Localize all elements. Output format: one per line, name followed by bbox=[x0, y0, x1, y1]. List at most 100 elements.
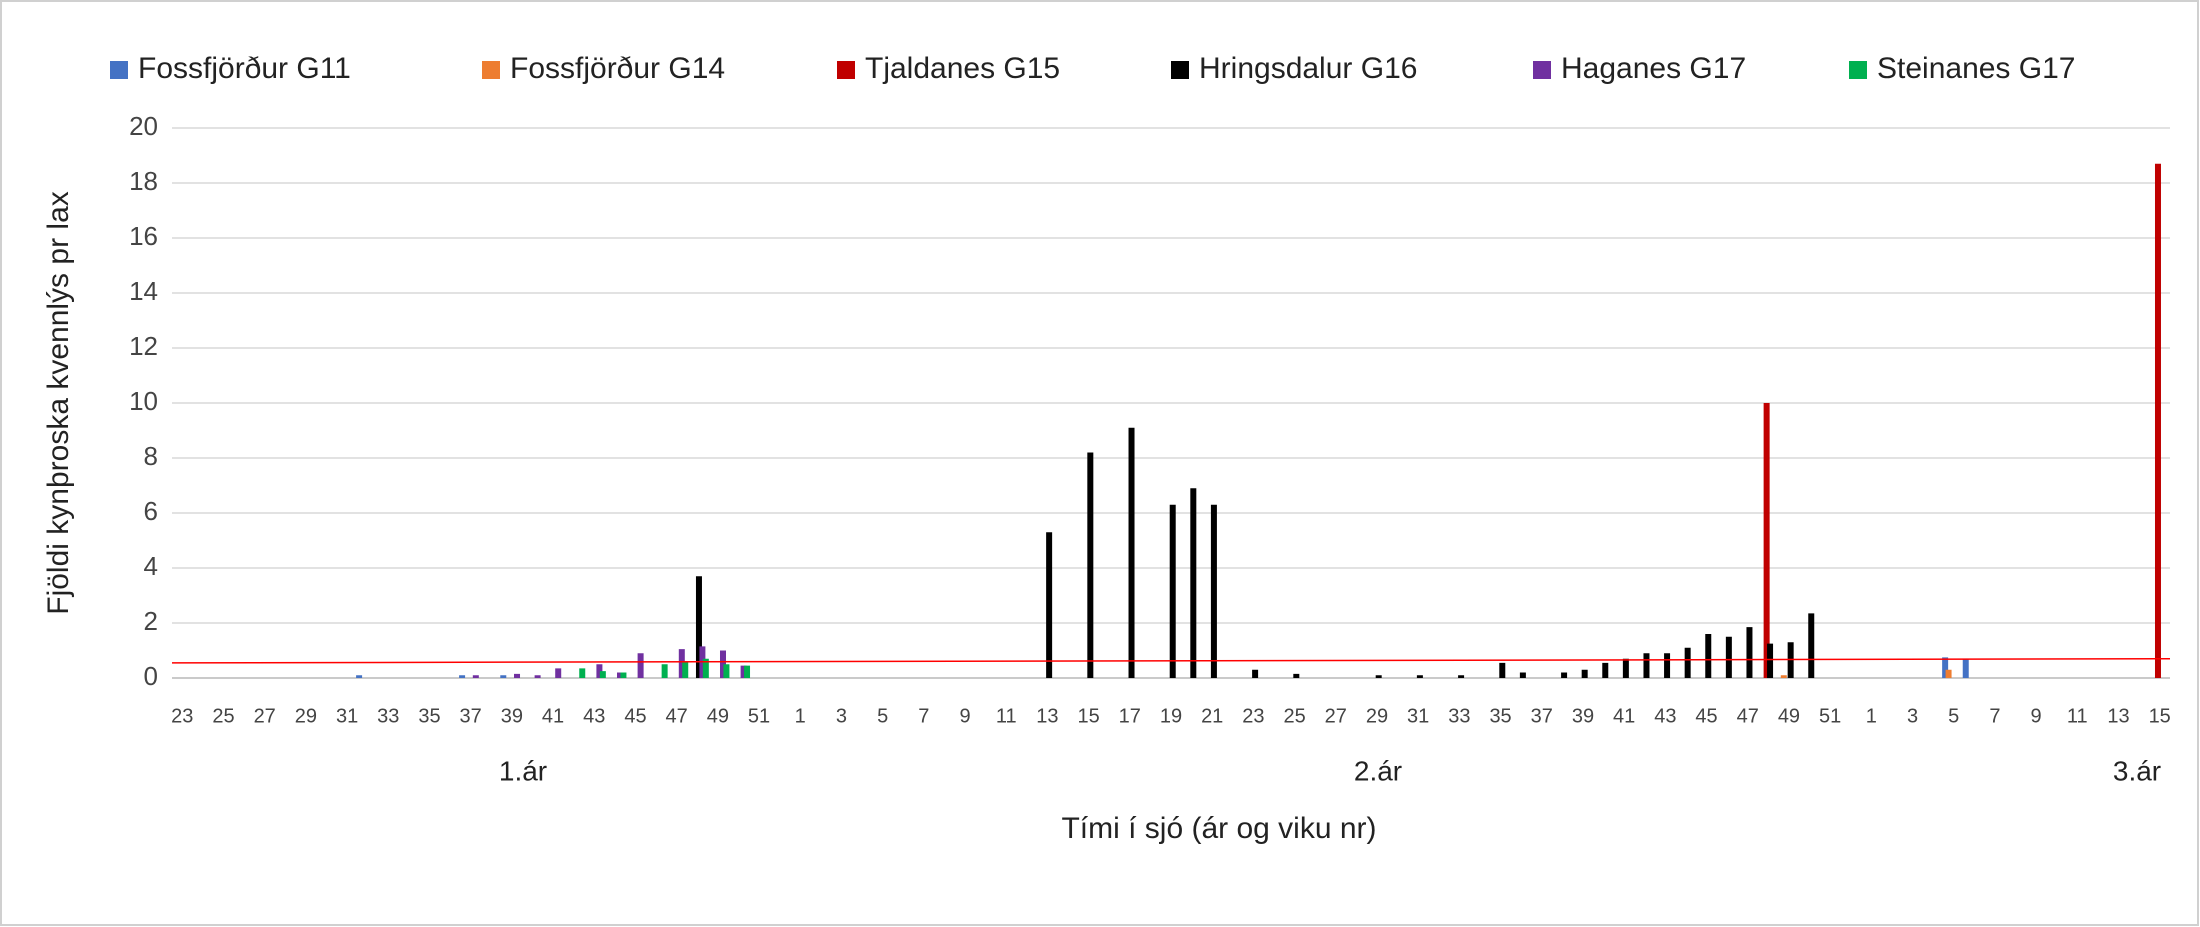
y-axis-title: Fjöldi kynþroska kvennlýs pr lax bbox=[42, 191, 75, 615]
bar bbox=[1664, 653, 1671, 678]
bar bbox=[356, 675, 363, 678]
group-label: 3.ár bbox=[2113, 755, 2161, 786]
bar bbox=[2154, 163, 2161, 678]
x-tick-label: 45 bbox=[1695, 705, 1717, 727]
x-tick-label: 25 bbox=[212, 705, 234, 727]
bar bbox=[579, 668, 586, 678]
trend-line bbox=[171, 658, 2171, 664]
bar bbox=[1190, 488, 1197, 678]
bar bbox=[1046, 532, 1053, 678]
y-tick-label: 8 bbox=[144, 441, 158, 471]
y-tick-label: 14 bbox=[129, 276, 158, 306]
x-tick-label: 43 bbox=[583, 705, 605, 727]
legend-label: Haganes G17 bbox=[1561, 52, 1746, 85]
bar bbox=[695, 576, 702, 678]
x-tick-label: 31 bbox=[336, 705, 358, 727]
bar bbox=[514, 673, 521, 678]
x-tick-label: 17 bbox=[1119, 705, 1141, 727]
x-tick-label: 51 bbox=[748, 705, 770, 727]
x-tick-label: 45 bbox=[624, 705, 646, 727]
bar bbox=[1252, 669, 1259, 678]
x-tick-label: 3 bbox=[1907, 705, 1918, 727]
x-tick-label: 27 bbox=[254, 705, 276, 727]
x-tick-label: 5 bbox=[1948, 705, 1959, 727]
bar bbox=[555, 668, 562, 678]
bar bbox=[617, 672, 624, 678]
legend-swatch bbox=[1171, 61, 1189, 79]
bar bbox=[500, 675, 507, 678]
x-tick-label: 3 bbox=[836, 705, 847, 727]
y-tick-label: 10 bbox=[129, 386, 158, 416]
y-tick-label: 6 bbox=[144, 496, 158, 526]
bar bbox=[596, 664, 603, 678]
bar bbox=[1705, 634, 1712, 678]
bar bbox=[1942, 657, 1949, 678]
x-tick-label: 47 bbox=[666, 705, 688, 727]
x-tick-label: 9 bbox=[2031, 705, 2042, 727]
bar bbox=[719, 650, 726, 678]
bar bbox=[1210, 504, 1217, 678]
x-tick-label: 35 bbox=[1489, 705, 1511, 727]
x-tick-label: 41 bbox=[542, 705, 564, 727]
x-tick-label: 7 bbox=[1989, 705, 2000, 727]
x-tick-label: 27 bbox=[1325, 705, 1347, 727]
x-tick-label: 23 bbox=[1242, 705, 1264, 727]
legend-label: Fossfjörður G11 bbox=[138, 52, 351, 85]
x-tick-label: 37 bbox=[460, 705, 482, 727]
x-tick-label: 29 bbox=[295, 705, 317, 727]
legend-label: Hringsdalur G16 bbox=[1199, 52, 1417, 85]
bar bbox=[1746, 627, 1753, 678]
bar bbox=[1602, 662, 1609, 678]
bar bbox=[534, 675, 541, 678]
bar bbox=[1128, 427, 1135, 678]
x-axis-title: Tími í sjó (ár og viku nr) bbox=[1061, 812, 1376, 845]
x-tick-label: 39 bbox=[501, 705, 523, 727]
y-tick-label: 2 bbox=[144, 606, 158, 636]
bar bbox=[661, 664, 668, 678]
bar bbox=[678, 649, 685, 678]
x-tick-label: 21 bbox=[1201, 705, 1223, 727]
bar bbox=[1169, 504, 1176, 678]
bar bbox=[682, 661, 689, 678]
x-tick-label: 23 bbox=[171, 705, 193, 727]
bar bbox=[744, 665, 751, 678]
x-tick-label: 43 bbox=[1654, 705, 1676, 727]
y-tick-label: 12 bbox=[129, 331, 158, 361]
bar bbox=[1416, 675, 1423, 678]
bar bbox=[740, 665, 747, 678]
x-tick-label: 7 bbox=[918, 705, 929, 727]
legend-swatch bbox=[110, 61, 128, 79]
bar bbox=[637, 653, 644, 678]
x-tick-label: 19 bbox=[1160, 705, 1182, 727]
bar bbox=[1087, 452, 1094, 678]
bar bbox=[723, 664, 730, 678]
x-tick-label: 47 bbox=[1737, 705, 1759, 727]
bar bbox=[1293, 673, 1300, 678]
x-tick-label: 41 bbox=[1613, 705, 1635, 727]
x-tick-label: 49 bbox=[1778, 705, 1800, 727]
legend-label: Tjaldanes G15 bbox=[865, 52, 1060, 85]
legend-swatch bbox=[482, 61, 500, 79]
x-tick-label: 5 bbox=[877, 705, 888, 727]
bar bbox=[599, 671, 606, 678]
bar bbox=[1780, 675, 1787, 678]
x-tick-label: 33 bbox=[1448, 705, 1470, 727]
group-label: 2.ár bbox=[1354, 755, 1402, 786]
x-tick-label: 31 bbox=[1407, 705, 1429, 727]
x-tick-label: 11 bbox=[2067, 705, 2088, 727]
y-tick-label: 20 bbox=[129, 111, 158, 141]
x-tick-label: 11 bbox=[996, 705, 1017, 727]
x-tick-label: 15 bbox=[1077, 705, 1099, 727]
x-tick-label: 13 bbox=[2107, 705, 2129, 727]
bar bbox=[620, 672, 627, 678]
y-tick-label: 16 bbox=[129, 221, 158, 251]
x-tick-label: 15 bbox=[2149, 705, 2171, 727]
x-tick-label: 33 bbox=[377, 705, 399, 727]
x-tick-label: 25 bbox=[1283, 705, 1305, 727]
x-tick-label: 9 bbox=[959, 705, 970, 727]
bar bbox=[1767, 643, 1774, 678]
x-tick-label: 51 bbox=[1819, 705, 1841, 727]
x-tick-label: 37 bbox=[1531, 705, 1553, 727]
bar bbox=[702, 658, 709, 678]
